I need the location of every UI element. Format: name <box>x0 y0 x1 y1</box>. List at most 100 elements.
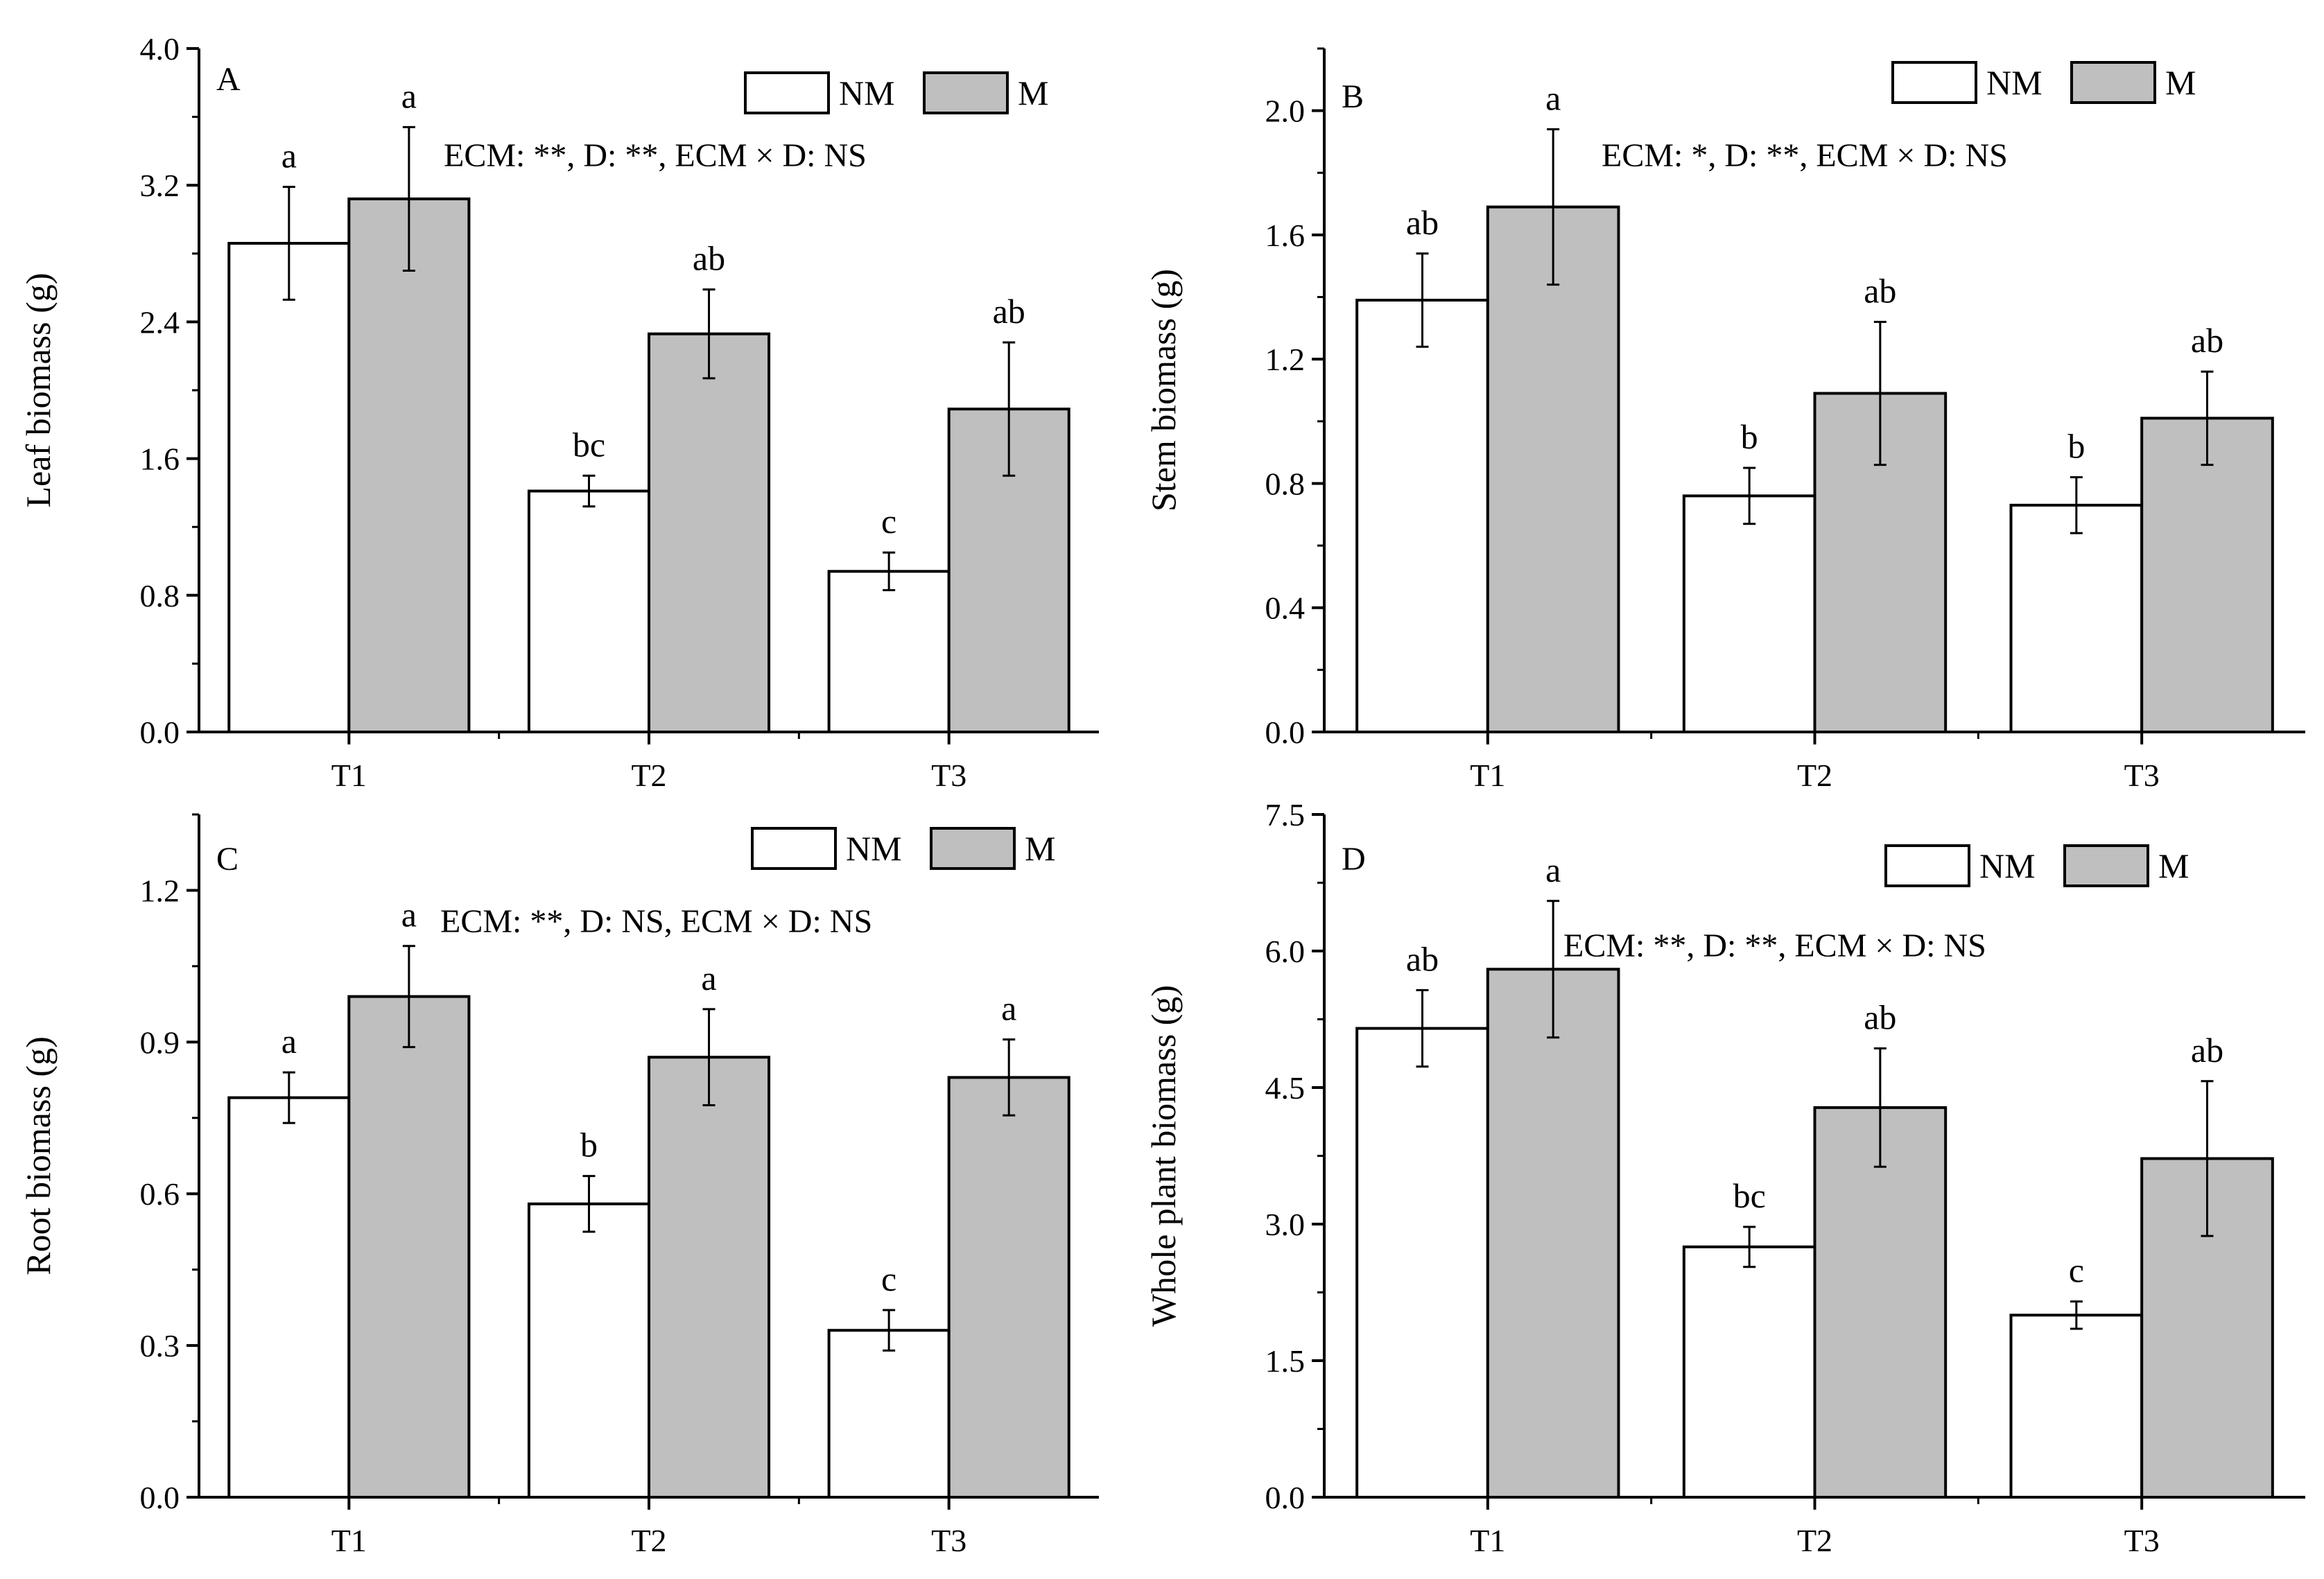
significance-letter: c <box>881 502 896 541</box>
significance-letter: a <box>281 1022 297 1061</box>
bar-nm-t2 <box>1682 1245 1816 1499</box>
x-tick-label: T2 <box>631 758 666 793</box>
significance-letter: a <box>281 137 297 175</box>
legend-label-m: M <box>2158 846 2189 885</box>
bar-m-t2 <box>1813 1106 1948 1499</box>
y-tick-label: 0.4 <box>1265 591 1306 626</box>
stats-annotation: ECM: *, D: **, ECM × D: NS <box>1602 137 2008 174</box>
x-tick-label: T3 <box>2124 758 2160 793</box>
significance-letter: a <box>1545 79 1561 118</box>
significance-letter: a <box>1545 850 1561 889</box>
y-tick-label: 1.6 <box>140 442 180 477</box>
y-axis-title: Whole plant biomass (g) <box>1144 985 1183 1327</box>
significance-letter: a <box>401 896 417 934</box>
legend-label-m: M <box>2165 63 2196 102</box>
significance-letter: ab <box>1864 271 1896 310</box>
y-tick-label: 0.0 <box>140 1480 180 1515</box>
y-tick-label: 6.0 <box>1265 934 1306 969</box>
significance-letter: b <box>580 1126 598 1164</box>
panel-d: 0.0 1.5 3.0 4.5 6.0 7.5 Whole plant biomass (g… <box>1144 797 2305 1558</box>
bar-m-t1 <box>347 995 471 1499</box>
y-tick-label: 0.8 <box>1265 466 1306 501</box>
y-tick-label: 0.0 <box>140 715 180 750</box>
bar-nm-t3 <box>2009 503 2144 733</box>
y-tick-label: 0.6 <box>140 1176 180 1212</box>
y-tick-label: 0.0 <box>1265 715 1306 750</box>
significance-letter: ab <box>2191 1031 2223 1070</box>
x-tick-label: T2 <box>1797 1523 1832 1558</box>
panel-c: 0.0 0.3 0.6 0.9 1.2 Root biomass (g) T1 a a T2 b a T… <box>19 813 1099 1558</box>
legend: NM M <box>1891 61 2196 104</box>
significance-letter: c <box>881 1259 896 1298</box>
legend-label-nm: NM <box>1979 846 2036 885</box>
y-tick-label: 0.9 <box>140 1024 180 1060</box>
legend: NM M <box>1884 844 2189 887</box>
significance-letter: ab <box>2191 321 2223 360</box>
y-tick-label: 1.5 <box>1265 1343 1306 1379</box>
bar-m-t2 <box>648 332 771 733</box>
legend-label-nm: NM <box>839 73 895 112</box>
y-tick-label: 4.5 <box>1265 1070 1306 1106</box>
y-tick-label: 4.0 <box>140 31 180 67</box>
legend-swatch-nm <box>1891 61 1977 104</box>
bar-m-t1 <box>1486 205 1620 733</box>
significance-letter: b <box>2067 426 2085 465</box>
bar-m-t3 <box>947 1076 1070 1499</box>
legend: NM M <box>744 71 1048 114</box>
bar-nm-t3 <box>827 1329 951 1499</box>
stats-annotation: ECM: **, D: **, ECM × D: NS <box>1563 927 1986 964</box>
legend-label-nm: NM <box>1986 63 2043 102</box>
significance-letter: a <box>1001 989 1016 1028</box>
panel-label: C <box>216 841 239 878</box>
y-axis-title: Leaf biomass (g) <box>19 273 58 508</box>
significance-letter: a <box>701 959 716 997</box>
y-tick-label: 1.6 <box>1265 218 1306 253</box>
y-axis-title: Stem biomass (g) <box>1144 269 1183 512</box>
x-tick-label: T1 <box>331 1523 367 1558</box>
bar-m-t1 <box>1486 968 1620 1499</box>
y-tick-label: 0.3 <box>140 1328 180 1363</box>
significance-letter: c <box>2069 1251 2084 1290</box>
x-tick-label: T2 <box>1797 758 1832 793</box>
significance-letter: ab <box>993 292 1025 331</box>
legend-swatch-nm <box>1884 844 1970 887</box>
legend-swatch-nm <box>744 71 830 114</box>
significance-letter: b <box>1741 417 1758 456</box>
legend-label-m: M <box>1018 73 1048 112</box>
bar-m-t2 <box>648 1056 771 1499</box>
bar-nm-t1 <box>227 1096 351 1499</box>
x-tick-label: T3 <box>931 1523 966 1558</box>
y-tick-label: 3.2 <box>140 168 180 203</box>
legend-swatch-nm <box>751 827 837 870</box>
stats-annotation: ECM: **, D: NS, ECM × D: NS <box>440 903 872 940</box>
x-tick-label: T1 <box>331 758 367 793</box>
legend-swatch-m <box>930 827 1016 870</box>
bar-nm-t1 <box>1355 299 1489 733</box>
significance-letter: ab <box>1406 939 1439 978</box>
bar-nm-t2 <box>1682 494 1816 734</box>
panel-label: D <box>1342 841 1366 878</box>
y-tick-label: 2.0 <box>1265 94 1306 129</box>
y-tick-label: 1.2 <box>1265 342 1306 377</box>
bar-m-t3 <box>947 408 1070 733</box>
significance-letter: bc <box>573 425 605 464</box>
legend-swatch-m <box>2070 61 2156 104</box>
x-tick-label: T1 <box>1470 758 1505 793</box>
panel-b: 0.0 0.4 0.8 1.2 1.6 2.0 Stem biomass (g) T1 ab a T… <box>1144 47 2305 793</box>
bar-nm-t3 <box>2009 1314 2144 1499</box>
bar-nm-t1 <box>1355 1027 1489 1499</box>
x-tick-label: T2 <box>631 1523 666 1558</box>
x-tick-label: T3 <box>2124 1523 2160 1558</box>
y-tick-label: 7.5 <box>1265 797 1306 832</box>
bar-nm-t3 <box>827 570 951 733</box>
y-tick-label: 0.0 <box>1265 1480 1306 1515</box>
y-tick-label: 1.2 <box>140 873 180 908</box>
significance-letter: ab <box>1864 998 1896 1037</box>
panel-label: A <box>216 61 241 98</box>
significance-letter: bc <box>1733 1176 1766 1215</box>
stats-annotation: ECM: **, D: **, ECM × D: NS <box>444 137 867 174</box>
significance-letter: a <box>401 76 417 115</box>
bar-nm-t2 <box>527 1202 651 1499</box>
legend: NM M <box>751 827 1055 870</box>
